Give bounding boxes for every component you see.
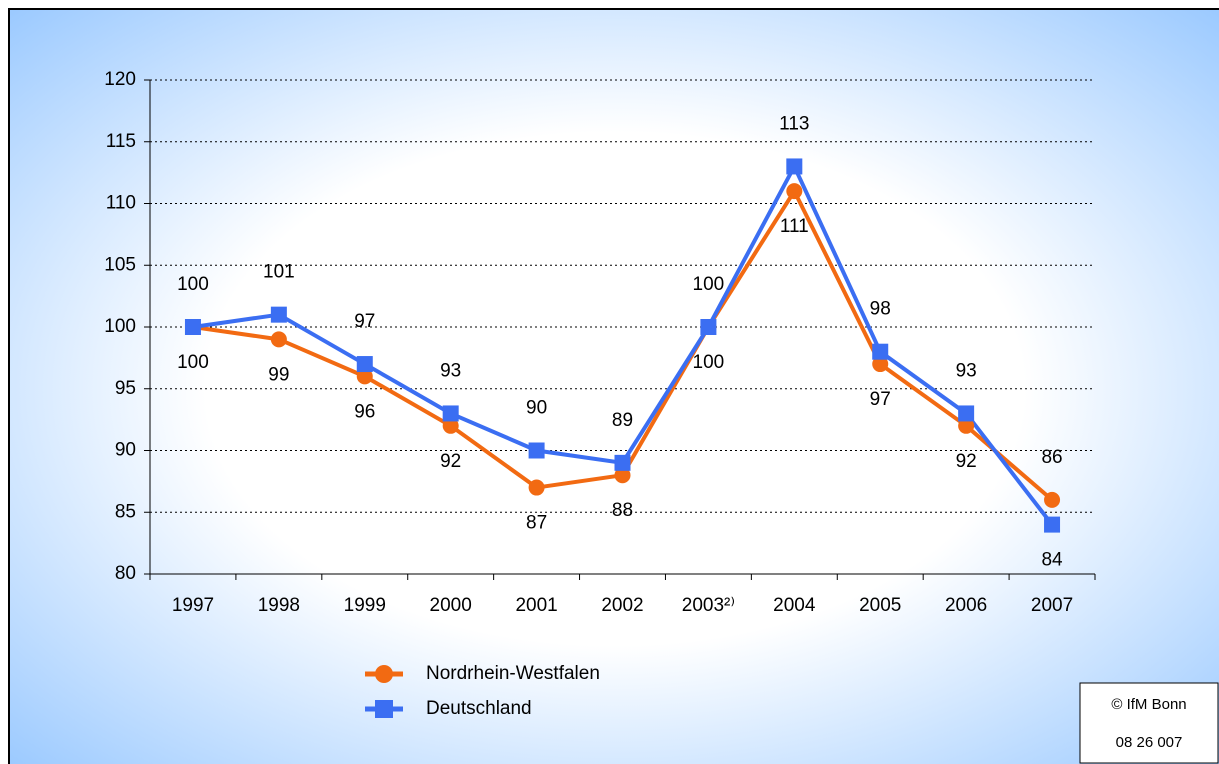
point [614, 467, 631, 484]
data-label: 86 [1041, 447, 1062, 468]
source-box [1079, 682, 1219, 764]
point [958, 405, 975, 422]
point [786, 183, 803, 200]
data-label: 97 [870, 389, 891, 410]
data-label: 100 [693, 352, 725, 373]
frame [8, 8, 1219, 764]
x-tick-label: 1998 [258, 595, 300, 616]
x-tick-label: 2007 [1031, 595, 1073, 616]
point [1044, 491, 1061, 508]
x-tick-label: 2004 [773, 595, 816, 616]
data-label: 89 [612, 410, 633, 431]
data-label: 98 [870, 299, 891, 320]
x-tick-label: 2005 [859, 595, 901, 616]
point [786, 158, 803, 175]
point [270, 331, 287, 348]
data-label: 100 [693, 274, 725, 295]
data-label: 111 [780, 216, 809, 237]
data-label: 99 [268, 364, 289, 385]
legend-label: Deutschland [426, 698, 532, 719]
data-label: 100 [177, 274, 209, 295]
point [1044, 516, 1061, 533]
point [356, 356, 373, 373]
point [958, 417, 975, 434]
point [528, 479, 545, 496]
data-label: 113 [779, 113, 809, 134]
legend-marker [375, 700, 393, 718]
point [872, 343, 889, 360]
data-label: 93 [440, 360, 461, 381]
x-tick-label: 2006 [945, 595, 987, 616]
point [872, 356, 889, 373]
x-tick-label: 2000 [430, 595, 472, 616]
y-tick-label: 100 [104, 316, 136, 337]
point [614, 454, 631, 471]
y-tick-label: 90 [115, 440, 136, 461]
x-tick-label: 2003²⁾ [682, 595, 735, 616]
point [356, 368, 373, 385]
y-tick-label: 115 [106, 131, 136, 152]
x-tick-label: 2001 [515, 595, 557, 616]
data-label: 92 [956, 451, 977, 472]
y-tick-label: 80 [115, 563, 136, 584]
point [442, 417, 459, 434]
source-text: 08 26 007 [1116, 734, 1183, 751]
legend-marker [375, 665, 393, 683]
source-text: © IfM Bonn [1111, 696, 1186, 713]
point [528, 442, 545, 459]
point [442, 405, 459, 422]
x-tick-label: 1999 [344, 595, 386, 616]
data-label: 90 [526, 398, 547, 419]
data-label: 84 [1041, 550, 1063, 571]
point [184, 319, 201, 335]
data-label: 87 [526, 513, 547, 534]
data-label: 97 [354, 311, 375, 332]
legend-label: Nordrhein-Westfalen [426, 663, 600, 684]
data-label: 96 [354, 401, 375, 422]
y-tick-label: 105 [104, 254, 136, 275]
y-tick-label: 95 [115, 378, 136, 399]
point [270, 306, 287, 323]
point [700, 319, 717, 335]
data-label: 92 [440, 451, 461, 472]
data-label: 88 [612, 500, 633, 521]
data-label: 93 [956, 360, 977, 381]
data-label: 100 [177, 352, 209, 373]
data-label: 101 [263, 262, 295, 283]
x-tick-label: 1997 [172, 595, 214, 616]
y-tick-label: 85 [115, 501, 136, 522]
x-tick-label: 2002 [601, 595, 643, 616]
y-tick-label: 110 [106, 193, 136, 214]
y-tick-label: 120 [104, 69, 136, 90]
